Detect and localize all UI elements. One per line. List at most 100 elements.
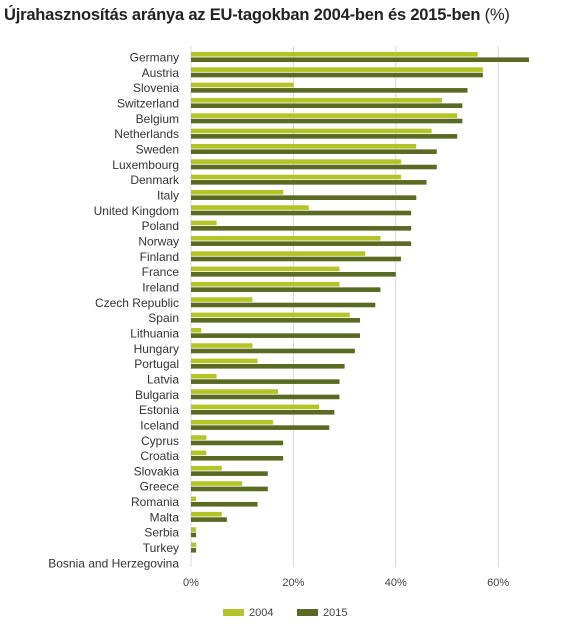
bar-2015 — [191, 256, 401, 262]
category-label: Italy — [157, 188, 179, 202]
bar-2015 — [191, 379, 340, 384]
chart-title-main: Újrahasznosítás aránya az EU-tagokban 20… — [4, 6, 481, 24]
bar-2015 — [191, 348, 355, 354]
category-label: Bulgaria — [135, 388, 179, 402]
bar-2015 — [191, 409, 335, 415]
bar-2004 — [191, 113, 458, 118]
category-label: Romania — [131, 495, 179, 509]
bar-2004 — [191, 297, 253, 302]
category-label: Lithuania — [130, 326, 179, 340]
bar-2004 — [191, 389, 279, 394]
category-label: Switzerland — [117, 96, 179, 110]
bar-2015 — [191, 287, 381, 292]
category-label: Iceland — [140, 418, 179, 432]
bar-2015 — [191, 318, 360, 323]
bar-2015 — [191, 272, 396, 277]
category-label: Poland — [142, 219, 179, 233]
bar-2015 — [191, 333, 360, 338]
category-label: Turkey — [143, 541, 179, 555]
category-label: Denmark — [130, 173, 180, 187]
chart-title: Újrahasznosítás aránya az EU-tagokban 20… — [4, 6, 510, 25]
x-tick-label: 20% — [282, 577, 304, 589]
bar-2004 — [191, 511, 222, 517]
legend-swatch-2015 — [297, 609, 318, 616]
bar-2004 — [191, 435, 207, 440]
category-label: United Kingdom — [94, 204, 179, 218]
category-label: Ireland — [142, 280, 179, 294]
bar-2015 — [191, 103, 463, 108]
bar-2015 — [191, 57, 529, 62]
bar-2004 — [191, 67, 483, 72]
category-label: Germany — [130, 51, 179, 65]
x-tick-label: 60% — [487, 577, 509, 589]
bar-2004 — [191, 189, 284, 195]
bar-2004 — [191, 251, 366, 256]
category-label: Greece — [140, 480, 180, 494]
category-label: Slovenia — [133, 81, 179, 95]
category-label: Cyprus — [141, 434, 179, 448]
bar-2004 — [191, 128, 432, 134]
bar-2004 — [191, 465, 222, 471]
category-label: Spain — [148, 311, 179, 325]
x-tick-label: 40% — [385, 577, 407, 589]
bar-2004 — [191, 527, 197, 532]
category-label: Portugal — [134, 357, 179, 371]
x-tick-label: 0% — [183, 577, 199, 589]
bar-2004 — [191, 266, 340, 272]
bar-2015 — [191, 180, 427, 185]
bar-2004 — [191, 143, 417, 149]
category-label: Slovakia — [134, 464, 180, 478]
bar-2004 — [191, 419, 273, 425]
bar-2004 — [191, 312, 350, 318]
bar-2015 — [191, 364, 345, 369]
bar-2015 — [191, 455, 284, 461]
category-label: Croatia — [140, 449, 179, 463]
bar-2004 — [191, 358, 258, 364]
category-label: Bosnia and Herzegovina — [48, 556, 179, 570]
bar-2015 — [191, 547, 197, 553]
chart-title-unit: (%) — [484, 6, 510, 24]
category-label: Finland — [140, 250, 179, 264]
bar-2004 — [191, 205, 309, 210]
legend: 2004 2015 — [223, 607, 347, 619]
category-label: Serbia — [144, 526, 179, 540]
bar-2015 — [191, 149, 437, 154]
bar-2015 — [191, 118, 463, 124]
legend-swatch-2004 — [223, 609, 244, 616]
category-label: Norway — [138, 234, 179, 248]
bar-2004 — [191, 174, 401, 180]
bar-2015 — [191, 394, 340, 400]
bars — [191, 52, 529, 553]
category-label: Malta — [150, 510, 180, 524]
bar-2015 — [191, 471, 268, 476]
bar-2004 — [191, 343, 253, 348]
bar-2004 — [191, 281, 340, 287]
bar-2004 — [191, 373, 217, 379]
bar-2015 — [191, 532, 197, 538]
bar-2004 — [191, 496, 197, 502]
bar-2015 — [191, 425, 330, 430]
bar-2004 — [191, 82, 294, 88]
bar-2015 — [191, 517, 227, 522]
bar-2004 — [191, 450, 207, 456]
category-label: France — [142, 265, 180, 279]
bar-2015 — [191, 486, 268, 492]
x-axis-ticks: 0% 20% 40% 60% — [183, 577, 509, 589]
legend-label-2004: 2004 — [249, 607, 273, 619]
bar-2015 — [191, 210, 412, 216]
category-label: Czech Republic — [95, 296, 179, 310]
bar-2015 — [191, 241, 412, 246]
bar-2015 — [191, 88, 468, 93]
category-label: Estonia — [139, 403, 179, 417]
category-label: Luxembourg — [112, 158, 179, 172]
bar-2015 — [191, 134, 458, 139]
bar-2004 — [191, 52, 478, 57]
bar-2015 — [191, 195, 417, 200]
bar-2004 — [191, 235, 381, 241]
legend-label-2015: 2015 — [323, 607, 347, 619]
bar-2015 — [191, 226, 412, 231]
bar-2015 — [191, 501, 258, 507]
bar-2015 — [191, 72, 483, 78]
category-label: Latvia — [147, 372, 179, 386]
